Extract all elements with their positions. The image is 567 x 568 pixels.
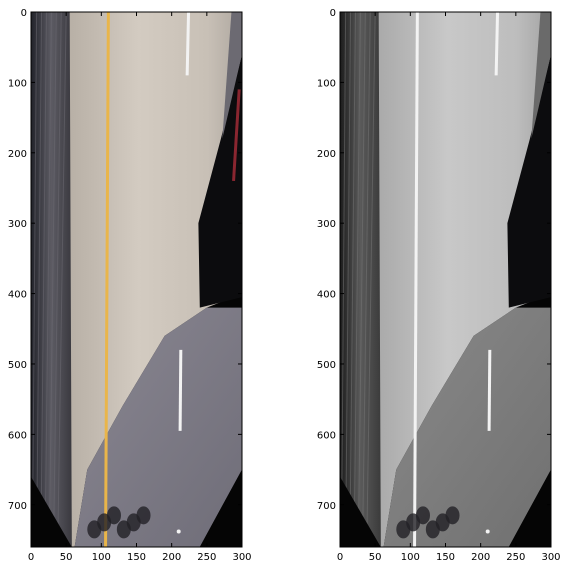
y-tick-label: 700: [317, 501, 336, 512]
y-tick-label: 200: [317, 149, 336, 160]
x-tick-label: 200: [471, 552, 490, 563]
x-tick-label: 150: [436, 552, 455, 563]
x-tick-label: 250: [197, 552, 216, 563]
y-tick-label: 300: [8, 219, 27, 230]
x-tick-label: 0: [28, 552, 34, 563]
right-lane-line-bottom: [178, 349, 183, 431]
y-tick-label: 0: [21, 8, 27, 19]
x-tick-label: 250: [506, 552, 525, 563]
y-tick-label: 100: [8, 78, 27, 89]
x-tick-label: 100: [92, 552, 111, 563]
road-image: [31, 12, 242, 547]
grayscale-birdseye-view: 0 50 100 150 200 250 300 0 100 200 300 400 500 600 700: [317, 8, 561, 563]
y-tick-label: 400: [8, 290, 27, 301]
right-lane-line-top: [185, 12, 191, 76]
y-tick-label: 200: [8, 149, 27, 160]
y-tick-label: 0: [330, 8, 336, 19]
y-tick-label: 400: [317, 290, 336, 301]
x-tick-label: 0: [337, 552, 343, 563]
road-image: [340, 12, 551, 547]
x-tick-label: 300: [541, 552, 560, 563]
y-tick-label: 500: [317, 360, 336, 371]
right-lane-line-bottom: [487, 349, 492, 431]
x-tick-label: 150: [127, 552, 146, 563]
right-lane-line-top: [494, 12, 500, 76]
left-lane-line: [413, 12, 419, 547]
x-tick-label: 100: [401, 552, 420, 563]
x-tick-label: 50: [60, 552, 73, 563]
y-tick-label: 300: [317, 219, 336, 230]
y-tick-label: 100: [317, 78, 336, 89]
y-tick-label: 600: [8, 430, 27, 441]
x-tick-label: 50: [369, 552, 382, 563]
color-birdseye-view: 0 50 100 150 200 250 300 0 100 200 300 400 500 600 700: [8, 8, 252, 563]
y-tick-label: 500: [8, 360, 27, 371]
y-tick-label: 700: [8, 501, 27, 512]
x-tick-label: 300: [232, 552, 251, 563]
y-tick-label: 600: [317, 430, 336, 441]
left-lane-line: [104, 12, 110, 547]
x-tick-label: 200: [162, 552, 181, 563]
